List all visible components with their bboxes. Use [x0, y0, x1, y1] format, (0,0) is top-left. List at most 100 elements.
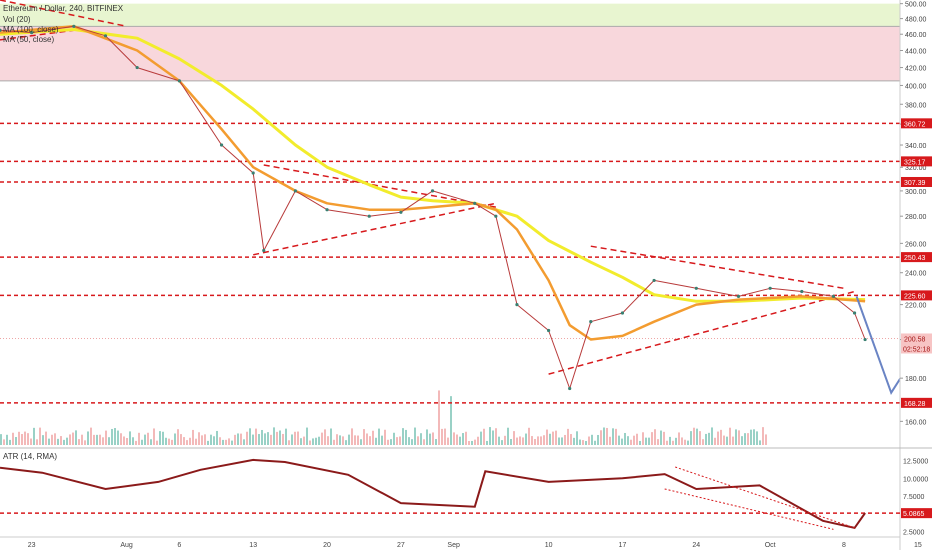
level-label[interactable]: 360.72 — [904, 121, 926, 128]
level-label[interactable]: 168.28 — [904, 401, 926, 408]
trendline[interactable] — [0, 29, 74, 41]
time-label: 13 — [249, 542, 257, 549]
volume-bar — [6, 434, 8, 445]
indicator-ma100[interactable]: MA (100, close) — [3, 25, 59, 34]
price-point — [863, 337, 867, 342]
volume-bar — [594, 440, 596, 445]
volume-bar — [12, 432, 14, 445]
atr-tick-label: 10.0000 — [903, 476, 928, 483]
volume-bar — [198, 432, 200, 445]
price-tick-label: 400.00 — [905, 83, 927, 90]
price-point — [103, 34, 108, 38]
volume-bar — [273, 427, 275, 445]
trendline[interactable] — [263, 164, 496, 208]
trendlines[interactable] — [0, 0, 855, 375]
volume-bar — [87, 431, 89, 445]
indicator-ma50[interactable]: MA (50, close) — [3, 35, 55, 44]
level-label[interactable]: 325.17 — [904, 159, 926, 166]
volume-bar — [159, 431, 161, 445]
volume-bar — [99, 434, 101, 445]
volume-bar — [39, 427, 41, 445]
price-point — [430, 189, 435, 193]
volume-bar — [453, 432, 455, 445]
volume-bars — [0, 390, 767, 445]
price-tick-label: 280.00 — [905, 214, 927, 221]
volume-bar — [414, 427, 416, 445]
volume-bar — [675, 437, 677, 445]
volume-bar — [636, 433, 638, 445]
level-label[interactable]: 307.39 — [904, 180, 926, 187]
volume-bar — [546, 429, 548, 445]
volume-bar — [351, 428, 353, 445]
level-label[interactable]: 225.60 — [904, 293, 926, 300]
volume-bar — [585, 440, 587, 445]
volume-bar — [42, 435, 44, 445]
volume-bar — [135, 440, 137, 445]
volume-bar — [741, 436, 743, 445]
volume-bar — [681, 437, 683, 445]
indicator-vol[interactable]: Vol (20) — [3, 15, 31, 24]
trendline[interactable] — [590, 245, 845, 290]
volume-bar — [0, 434, 2, 445]
volume-bar — [678, 432, 680, 445]
volume-bar — [306, 427, 308, 445]
volume-bar — [726, 436, 728, 445]
volume-bar — [276, 431, 278, 445]
volume-bar — [624, 432, 626, 445]
volume-bar — [93, 434, 95, 445]
level-label-box — [901, 118, 932, 129]
atr-trendline[interactable] — [675, 466, 855, 529]
price-point — [262, 248, 266, 253]
volume-bar — [558, 437, 560, 445]
volume-bar — [339, 435, 341, 445]
volume-bar — [489, 427, 491, 445]
volume-bar — [411, 439, 413, 445]
volume-bar — [537, 436, 539, 445]
volume-bar — [468, 440, 470, 445]
trendline[interactable] — [548, 290, 855, 375]
support-resistance-lines[interactable] — [0, 122, 900, 404]
volume-bar — [264, 433, 266, 445]
time-axis[interactable]: 23Aug6132027Sep101724Oct81522 — [0, 536, 932, 549]
volume-bar — [372, 430, 374, 445]
volume-bar — [192, 429, 194, 445]
volume-bar — [540, 436, 542, 445]
volume-bar — [393, 432, 395, 445]
volume-bar — [327, 436, 329, 445]
atr-value-box — [901, 508, 932, 519]
volume-bar — [627, 436, 629, 445]
volume-bar — [54, 433, 56, 445]
price-point — [800, 289, 804, 294]
volume-bar — [492, 430, 494, 445]
atr-line — [0, 458, 866, 530]
price-axis[interactable]: 500.00 480.00 460.00 440.00 420.00 400.00 380.… — [899, 0, 932, 550]
volume-bar — [318, 436, 320, 445]
volume-bar — [387, 439, 389, 445]
trendline[interactable] — [253, 202, 497, 256]
level-label-box — [901, 252, 932, 263]
volume-bar — [555, 430, 557, 445]
volume-bar — [390, 439, 392, 445]
volume-bar — [246, 431, 248, 445]
level-label[interactable]: 250.43 — [904, 255, 926, 262]
price-point — [494, 214, 498, 218]
volume-bar — [249, 428, 251, 445]
volume-bar — [762, 427, 764, 445]
price-tick-label: 220.00 — [905, 303, 927, 310]
volume-bar — [756, 431, 758, 445]
volume-bar — [114, 428, 116, 445]
atr-trendline[interactable] — [664, 488, 834, 530]
volume-bar — [309, 440, 311, 445]
volume-bar — [72, 432, 74, 445]
volume-bar — [654, 429, 656, 445]
volume-bar — [606, 427, 608, 445]
volume-bar — [243, 439, 245, 445]
volume-bar — [507, 427, 509, 445]
volume-bar — [9, 439, 11, 445]
time-label: 17 — [619, 542, 627, 549]
volume-bar — [360, 439, 362, 445]
trendline[interactable] — [0, 0, 127, 28]
atr-label[interactable]: ATR (14, RMA) — [3, 452, 58, 461]
volume-bar — [165, 437, 167, 445]
